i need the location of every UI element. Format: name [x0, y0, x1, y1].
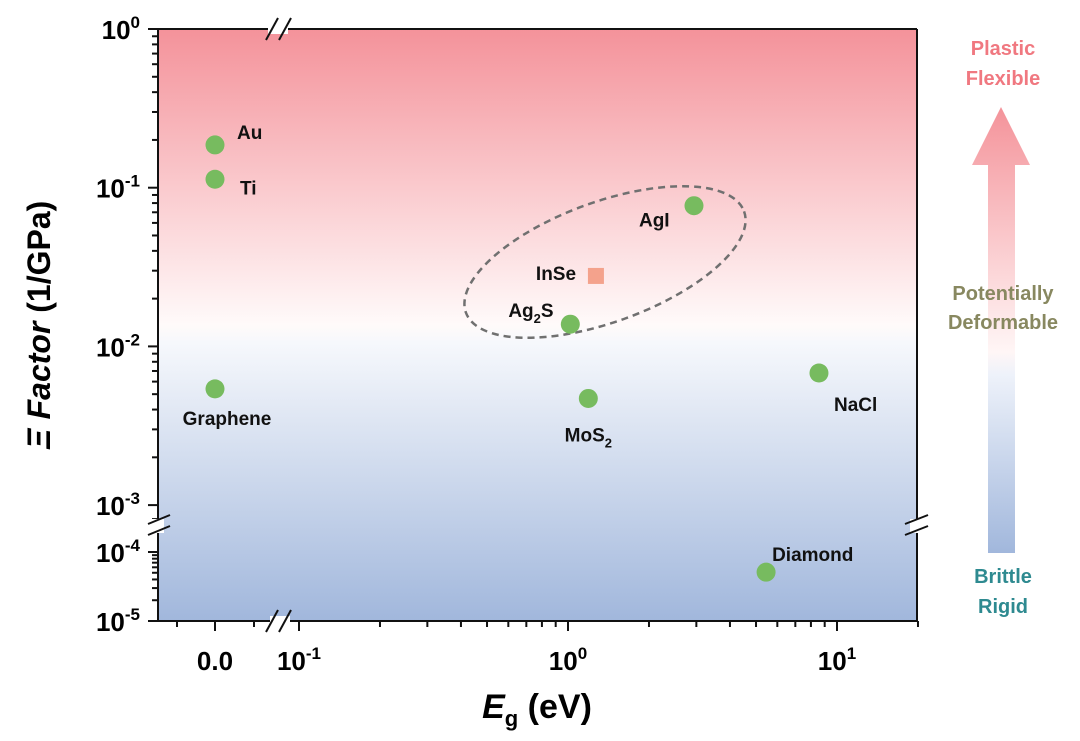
- axis-break-top: [265, 17, 292, 41]
- data-points: Au Ti Graphene AgI InSe Ag2S MoS2 NaCl Diamond: [183, 123, 877, 582]
- plot-background: [158, 29, 917, 621]
- point-label-InSe: InSe: [536, 264, 576, 285]
- cluster-ellipse: [463, 184, 747, 340]
- point-InSe: [587, 267, 604, 284]
- y-tick-label: 10-2: [96, 330, 140, 362]
- point-label-Ti: Ti: [240, 178, 257, 199]
- point-Au: [205, 135, 225, 155]
- point-AgI: [684, 196, 704, 216]
- point-Ti: [205, 169, 225, 189]
- x-tick-label: 0.0: [197, 646, 233, 676]
- y-axis-title: Ξ Factor (1/GPa): [21, 201, 57, 451]
- axis-break-right: [904, 514, 929, 536]
- y-tick-label: 10-5: [96, 605, 140, 637]
- y-tick-label: 10-1: [96, 172, 140, 204]
- point-label-MoS2: MoS2: [565, 425, 612, 450]
- y-tick-label: 10-4: [96, 536, 141, 568]
- point-label-Ag2S: Ag2S: [508, 301, 553, 326]
- x-tick-label: 101: [818, 644, 856, 676]
- point-NaCl: [809, 363, 829, 383]
- x-tick-label: 100: [549, 644, 587, 676]
- point-Diamond: [756, 562, 776, 582]
- point-label-AgI: AgI: [639, 211, 670, 232]
- point-label-Graphene: Graphene: [183, 409, 272, 430]
- point-label-NaCl: NaCl: [834, 395, 877, 416]
- y-tick-label: 10-3: [96, 489, 140, 521]
- point-label-Au: Au: [237, 123, 262, 144]
- tick-labels: 0.0 10-1 100 101 100 10-1 10-2 10-3 10-4 10-5: [96, 13, 856, 676]
- axis-break-left: [147, 514, 171, 536]
- point-Ag2S: [560, 314, 580, 334]
- x-tick-label: 10-1: [277, 644, 321, 676]
- annotations: Plastic Flexible Potentially Deformable Br…: [948, 38, 1058, 618]
- annotation-brittle: Brittle Rigid: [974, 566, 1032, 618]
- x-axis-title: Eg (eV): [482, 688, 592, 731]
- trend-arrow: [972, 107, 1030, 553]
- annotation-deformable: Potentially Deformable: [948, 283, 1058, 334]
- y-tick-label: 100: [102, 13, 140, 45]
- point-Graphene: [205, 379, 225, 399]
- point-label-Diamond: Diamond: [772, 545, 853, 566]
- point-MoS2: [578, 388, 598, 408]
- annotation-plastic: Plastic Flexible: [966, 38, 1040, 90]
- axis-break-bottom: [265, 609, 292, 633]
